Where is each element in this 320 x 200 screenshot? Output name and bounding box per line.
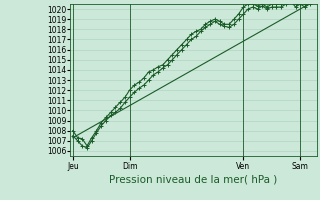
X-axis label: Pression niveau de la mer( hPa ): Pression niveau de la mer( hPa ) bbox=[109, 175, 278, 185]
